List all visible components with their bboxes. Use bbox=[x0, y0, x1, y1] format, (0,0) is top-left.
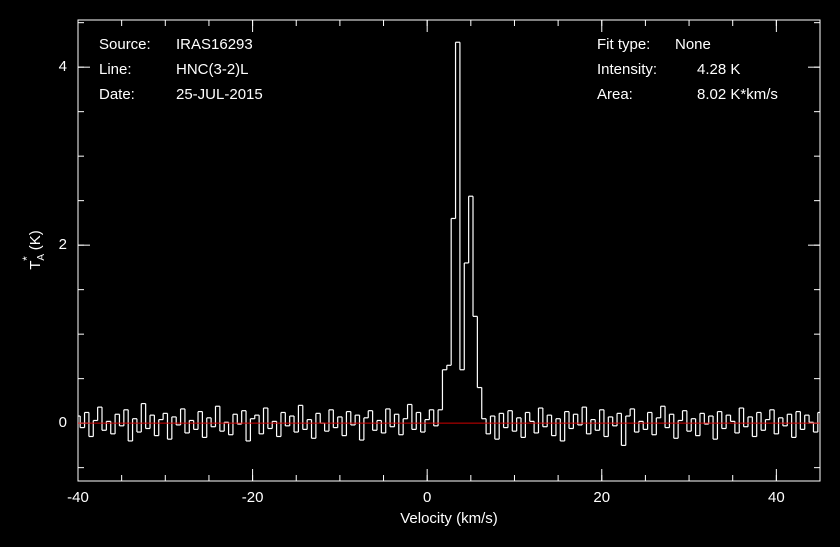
spectrum-risers bbox=[79, 42, 819, 446]
y-axis-label: TA* (K) bbox=[20, 230, 46, 270]
y-label-unit: (K) bbox=[27, 230, 44, 250]
y-tick-label: 4 bbox=[59, 58, 67, 75]
x-tick-label: -40 bbox=[67, 489, 89, 506]
info-label: Fit type: bbox=[597, 36, 650, 53]
info-value: IRAS16293 bbox=[176, 36, 253, 53]
info-label: Source: bbox=[99, 36, 151, 53]
info-value: 4.28 K bbox=[697, 61, 740, 78]
x-tick-label: -20 bbox=[242, 489, 264, 506]
x-tick-label: 40 bbox=[768, 489, 785, 506]
info-value: None bbox=[675, 36, 711, 53]
y-label-main: T bbox=[27, 261, 44, 270]
plot-frame bbox=[77, 19, 821, 482]
info-label: Area: bbox=[597, 86, 633, 103]
info-value: 25-JUL-2015 bbox=[176, 86, 263, 103]
info-label: Intensity: bbox=[597, 61, 657, 78]
info-label: Line: bbox=[99, 61, 132, 78]
info-value: HNC(3-2)L bbox=[176, 61, 249, 78]
y-tick-label: 0 bbox=[59, 414, 67, 431]
x-axis-label: Velocity (km/s) bbox=[400, 510, 498, 527]
y-tick-label: 2 bbox=[59, 236, 67, 253]
y-label-sub: A bbox=[36, 254, 47, 261]
info-label: Date: bbox=[99, 86, 135, 103]
info-value: 8.02 K*km/s bbox=[697, 86, 778, 103]
x-tick-label: 0 bbox=[423, 489, 431, 506]
y-label-sup: * bbox=[20, 256, 34, 261]
x-tick-label: 20 bbox=[593, 489, 610, 506]
